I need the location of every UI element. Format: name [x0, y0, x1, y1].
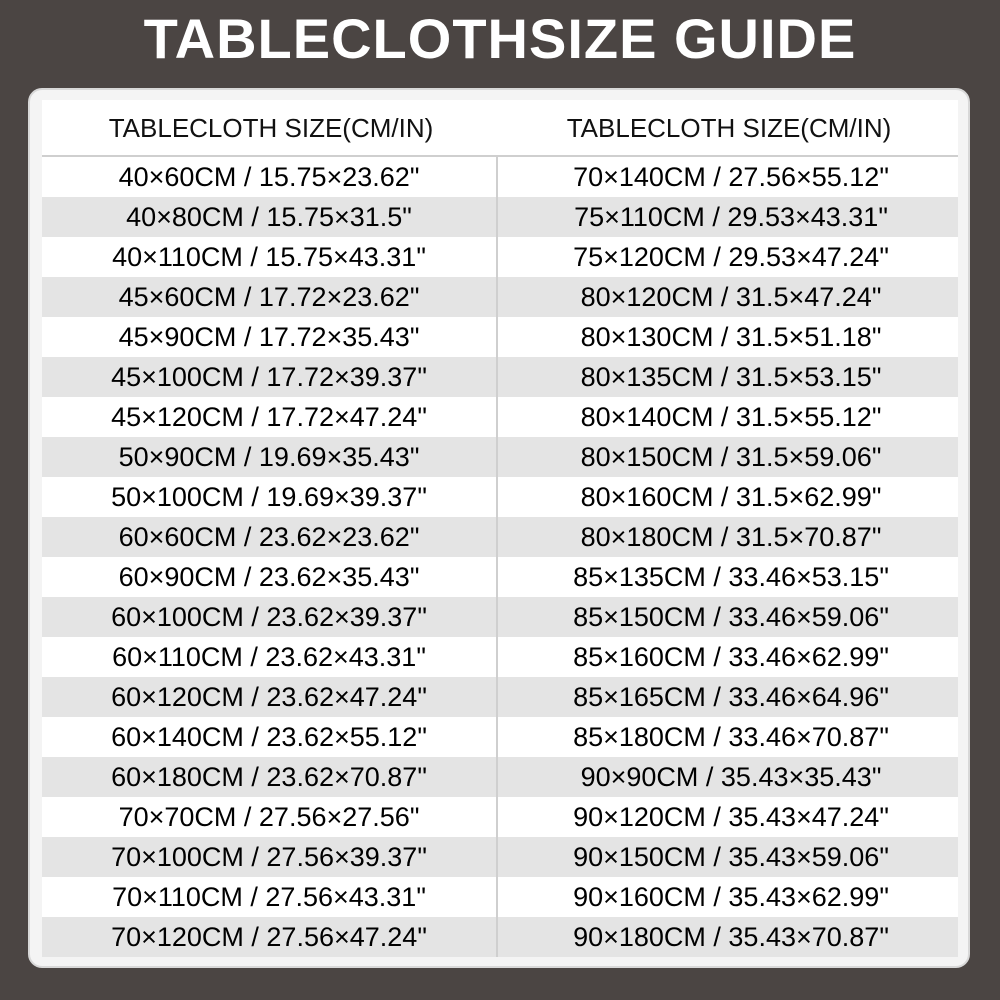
- size-cell: 90×150CM / 35.43×59.06": [573, 842, 889, 872]
- size-cell: 85×180CM / 33.46×70.87": [573, 722, 889, 752]
- size-cell: 70×110CM / 27.56×43.31": [112, 882, 426, 912]
- table-row: 45×120CM / 17.72×47.24" 80×140CM / 31.5×5…: [42, 397, 958, 437]
- size-cell: 40×80CM / 15.75×31.5": [126, 202, 412, 232]
- size-cell: 85×135CM / 33.46×53.15": [573, 562, 889, 592]
- size-cell: 60×140CM / 23.62×55.12": [111, 722, 427, 752]
- size-cell: 90×160CM / 35.43×62.99": [573, 882, 889, 912]
- table-row: 60×180CM / 23.62×70.87" 90×90CM / 35.43×3…: [42, 757, 958, 797]
- size-cell: 80×135CM / 31.5×53.15": [580, 362, 882, 392]
- size-cell: 75×110CM / 29.53×43.31": [574, 202, 888, 232]
- size-cell: 60×120CM / 23.62×47.24": [111, 682, 427, 712]
- table-row: 60×60CM / 23.62×23.62" 80×180CM / 31.5×70…: [42, 517, 958, 557]
- table-row: 60×100CM / 23.62×39.37" 85×150CM / 33.46×…: [42, 597, 958, 637]
- table-row: 70×100CM / 27.56×39.37" 90×150CM / 35.43×…: [42, 837, 958, 877]
- title: TABLECLOTHSIZE GUIDE: [143, 7, 857, 70]
- size-cell: 45×120CM / 17.72×47.24": [111, 402, 427, 432]
- size-table: TABLECLOTH SIZE(CM/IN) TABLECLOTH SIZE(C…: [42, 100, 958, 957]
- size-cell: 80×150CM / 31.5×59.06": [580, 442, 882, 472]
- table-row: 70×110CM / 27.56×43.31" 90×160CM / 35.43×…: [42, 877, 958, 917]
- table-row: 45×100CM / 17.72×39.37" 80×135CM / 31.5×5…: [42, 357, 958, 397]
- size-cell: 85×165CM / 33.46×64.96": [573, 682, 889, 712]
- table-row: 50×100CM / 19.69×39.37" 80×160CM / 31.5×6…: [42, 477, 958, 517]
- table-row: 70×70CM / 27.56×27.56" 90×120CM / 35.43×4…: [42, 797, 958, 837]
- table-row: 40×110CM / 15.75×43.31" 75×120CM / 29.53×…: [42, 237, 958, 277]
- size-cell: 90×90CM / 35.43×35.43": [580, 762, 882, 792]
- size-cell: 60×110CM / 23.62×43.31": [112, 642, 426, 672]
- size-cell: 45×60CM / 17.72×23.62": [118, 282, 420, 312]
- table-row: 40×80CM / 15.75×31.5" 75×110CM / 29.53×43…: [42, 197, 958, 237]
- column-header: TABLECLOTH SIZE(CM/IN): [566, 113, 892, 143]
- column-header: TABLECLOTH SIZE(CM/IN): [108, 113, 434, 143]
- size-cell: 80×160CM / 31.5×62.99": [580, 482, 882, 512]
- table-row: 50×90CM / 19.69×35.43" 80×150CM / 31.5×59…: [42, 437, 958, 477]
- size-cell: 50×90CM / 19.69×35.43": [118, 442, 420, 472]
- size-cell: 60×100CM / 23.62×39.37": [111, 602, 427, 632]
- size-cell: 60×90CM / 23.62×35.43": [118, 562, 420, 592]
- column-divider: [496, 156, 498, 957]
- size-cell: 90×180CM / 35.43×70.87": [573, 922, 889, 952]
- table-row: 45×90CM / 17.72×35.43" 80×130CM / 31.5×51…: [42, 317, 958, 357]
- size-cell: 85×150CM / 33.46×59.06": [573, 602, 889, 632]
- size-cell: 70×100CM / 27.56×39.37": [111, 842, 427, 872]
- size-cell: 60×180CM / 23.62×70.87": [111, 762, 427, 792]
- table-row: 60×110CM / 23.62×43.31" 85×160CM / 33.46×…: [42, 637, 958, 677]
- size-cell: 40×60CM / 15.75×23.62": [118, 162, 420, 192]
- size-cell: 40×110CM / 15.75×43.31": [112, 242, 426, 272]
- header-rule: [42, 155, 958, 157]
- size-cell: 75×120CM / 29.53×47.24": [573, 242, 889, 272]
- size-cell: 70×70CM / 27.56×27.56": [118, 802, 420, 832]
- size-cell: 80×120CM / 31.5×47.24": [580, 282, 882, 312]
- size-cell: 45×90CM / 17.72×35.43": [118, 322, 420, 352]
- table-row: 60×120CM / 23.62×47.24" 85×165CM / 33.46×…: [42, 677, 958, 717]
- size-cell: 80×130CM / 31.5×51.18": [580, 322, 882, 352]
- size-cell: 85×160CM / 33.46×62.99": [573, 642, 889, 672]
- table-row: 40×60CM / 15.75×23.62" 70×140CM / 27.56×5…: [42, 157, 958, 197]
- size-cell: 70×120CM / 27.56×47.24": [111, 922, 427, 952]
- size-cell: 45×100CM / 17.72×39.37": [111, 362, 427, 392]
- size-cell: 80×180CM / 31.5×70.87": [580, 522, 882, 552]
- table-row: 45×60CM / 17.72×23.62" 80×120CM / 31.5×47…: [42, 277, 958, 317]
- size-cell: 70×140CM / 27.56×55.12": [573, 162, 889, 192]
- size-cell: 80×140CM / 31.5×55.12": [580, 402, 882, 432]
- table-row: 60×90CM / 23.62×35.43" 85×135CM / 33.46×5…: [42, 557, 958, 597]
- table-row: 60×140CM / 23.62×55.12" 85×180CM / 33.46×…: [42, 717, 958, 757]
- size-cell: 90×120CM / 35.43×47.24": [573, 802, 889, 832]
- size-cell: 50×100CM / 19.69×39.37": [111, 482, 427, 512]
- size-cell: 60×60CM / 23.62×23.62": [118, 522, 420, 552]
- table-row: 70×120CM / 27.56×47.24" 90×180CM / 35.43×…: [42, 917, 958, 957]
